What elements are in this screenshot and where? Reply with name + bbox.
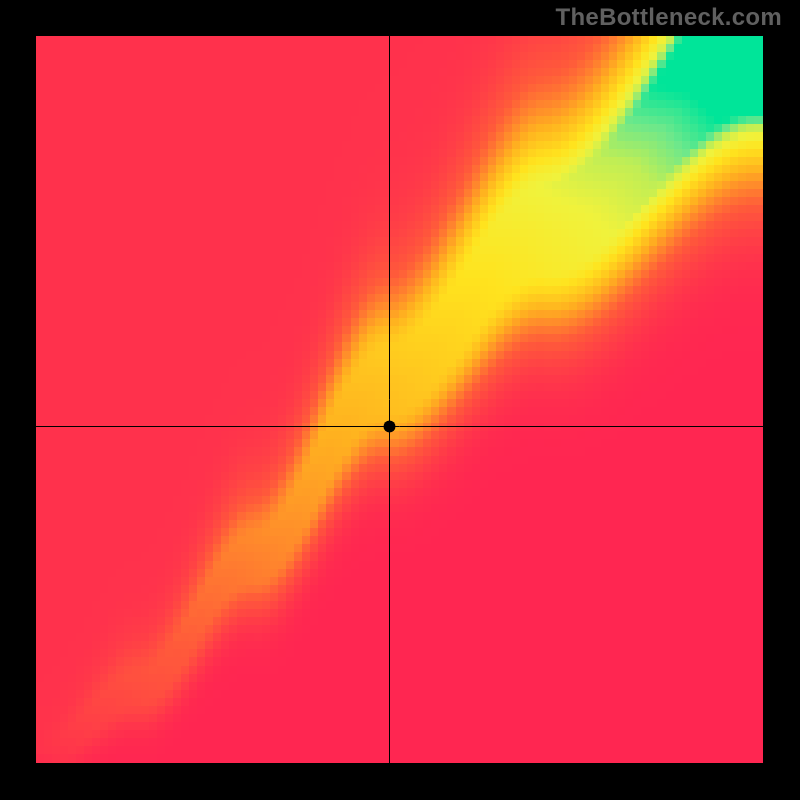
watermark-text: TheBottleneck.com bbox=[556, 4, 782, 32]
bottleneck-heatmap bbox=[36, 36, 763, 763]
chart-container: { "watermark": { "text": "TheBottleneck.… bbox=[0, 0, 800, 800]
